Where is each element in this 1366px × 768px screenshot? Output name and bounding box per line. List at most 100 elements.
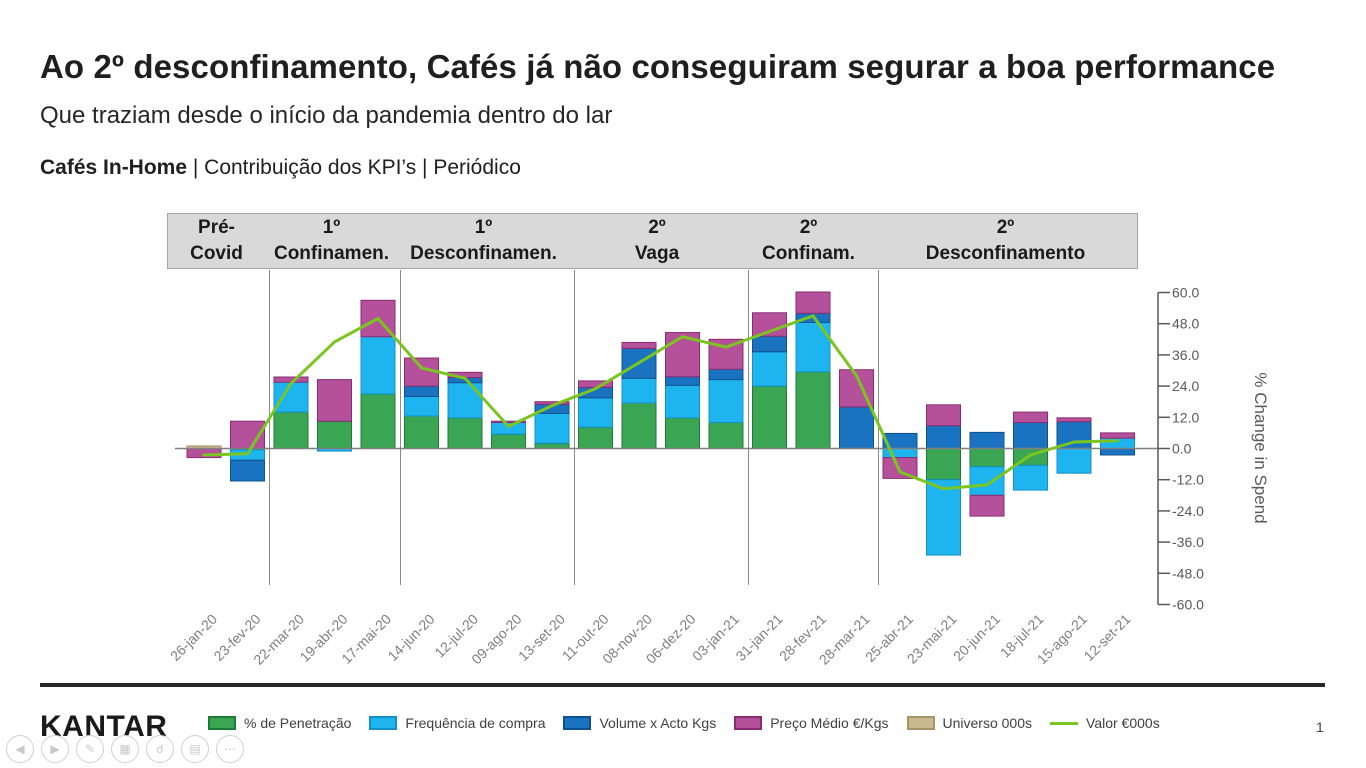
y-axis-tick-label: -24.0 <box>1172 503 1204 519</box>
bar-volume <box>404 385 439 398</box>
legend-swatch-valor <box>1050 721 1079 725</box>
bar-preco <box>317 379 352 422</box>
line-valor-point <box>898 470 902 474</box>
period-2-confinamento: 2º Confinam. <box>744 213 873 269</box>
legend-item-valor: Valor €000s <box>1050 715 1160 731</box>
bar-volume <box>230 459 265 482</box>
line-valor-point <box>1116 439 1119 443</box>
bar-volume <box>839 406 874 449</box>
bar-preco <box>621 341 657 349</box>
y-axis-tick-label: -12.0 <box>1172 472 1204 488</box>
line-valor-point <box>855 374 858 378</box>
line-valor-point <box>420 366 423 370</box>
y-axis-label: % Change in Spend <box>1251 372 1270 523</box>
y-axis-tick-label: 36.0 <box>1172 347 1199 363</box>
bar-volume <box>1100 448 1135 456</box>
x-axis-tick-label: 03-jan-21 <box>689 611 742 664</box>
bar-volume <box>752 335 787 353</box>
chart-legend: % de Penetração Frequência de compra Vol… <box>208 715 1178 731</box>
y-axis-tick-label: -36.0 <box>1172 534 1204 550</box>
bar-volume <box>926 425 961 449</box>
pen-icon[interactable]: ✎ <box>76 735 104 763</box>
period-line2: Covid <box>190 243 243 264</box>
period-line1: 2º <box>648 217 666 238</box>
legend-label: Volume x Acto Kgs <box>599 715 717 731</box>
period-pre-covid: Pré- Covid <box>167 213 266 269</box>
line-valor-point <box>202 453 206 457</box>
more-options-icon[interactable]: ⋯ <box>216 735 244 763</box>
bar-frequencia <box>882 448 918 459</box>
zoom-icon[interactable]: ☌ <box>146 735 174 763</box>
bar-frequencia <box>708 379 744 424</box>
y-axis-tick-label: 60.0 <box>1172 285 1199 301</box>
period-line2: Confinamen. <box>273 243 390 264</box>
bar-preco <box>273 376 309 383</box>
line-valor-point <box>1072 440 1076 444</box>
x-axis-tick-label: 13-set-20 <box>515 611 568 664</box>
line-valor-point <box>985 483 989 487</box>
section-title: Cafés In-Home | Contribuição dos KPI’s |… <box>40 156 521 180</box>
period-1-confinamento: 1º Confinamen. <box>266 213 397 269</box>
y-axis-tick-label: -48.0 <box>1172 565 1204 581</box>
kpi-contribution-chart: 60.0 48.0 36.0 24.0 12.0 0.0 -12.0 -24.0 -36.0 -4… <box>167 270 1270 668</box>
legend-label: Universo 000s <box>942 715 1033 731</box>
bar-preco <box>1100 432 1135 439</box>
period-line2: Desconfinamen. <box>410 243 557 264</box>
y-axis-tick-label: 48.0 <box>1172 316 1199 332</box>
footer-divider <box>40 683 1325 687</box>
y-axis-tick-label: -60.0 <box>1172 597 1204 613</box>
legend-swatch-preco <box>734 716 763 730</box>
slides-grid-icon[interactable]: ▦ <box>111 735 139 763</box>
period-line2: Desconfinamento <box>925 243 1086 264</box>
previous-slide-icon[interactable]: ◀ <box>6 735 34 763</box>
legend-swatch-penetracao <box>208 716 236 730</box>
bar-frequencia <box>360 336 396 395</box>
slideshow-toolbar: ◀ ▶ ✎ ▦ ☌ ▤ ⋯ <box>6 735 244 763</box>
period-line2: Vaga <box>634 243 680 264</box>
legend-item-penetracao: % de Penetração <box>208 715 351 731</box>
bar-penetracao <box>621 402 657 449</box>
bar-preco <box>491 420 526 424</box>
bar-frequencia <box>273 381 309 413</box>
bar-preco <box>882 457 918 479</box>
x-axis-tick-label: 12-set-21 <box>1080 611 1133 664</box>
next-slide-icon[interactable]: ▶ <box>41 735 69 763</box>
bar-frequencia <box>926 479 961 556</box>
bar-frequencia <box>1013 464 1048 491</box>
period-2-desconfinamento: 2º Desconfinamento <box>873 213 1138 269</box>
x-axis-tick-label: 26-jan-20 <box>167 611 220 664</box>
line-valor-point <box>724 345 728 349</box>
line-valor-point <box>550 404 554 408</box>
line-valor-point <box>681 335 684 339</box>
x-axis-tick-label: 14-jun-20 <box>384 611 437 664</box>
line-valor-point <box>507 424 510 428</box>
legend-swatch-frequencia <box>369 716 398 730</box>
bar-penetracao <box>491 433 526 450</box>
slide-subtitle: Que traziam desde o início da pandemia d… <box>40 102 613 129</box>
bar-penetracao <box>534 442 570 449</box>
line-valor-point <box>333 340 336 344</box>
section-title-bold: Cafés In-Home <box>40 156 188 179</box>
page-number: 1 <box>1316 719 1324 735</box>
subtitles-icon[interactable]: ▤ <box>181 735 209 763</box>
bar-frequencia <box>665 384 700 419</box>
bar-volume <box>1013 422 1048 449</box>
bar-penetracao <box>360 393 396 449</box>
period-line1: 1º <box>322 217 341 238</box>
x-axis-tick-label: 20-jun-21 <box>950 611 1003 664</box>
bar-penetracao <box>404 415 439 449</box>
bar-preco <box>1013 411 1048 424</box>
line-valor-point <box>463 376 467 380</box>
legend-swatch-universo <box>906 716 935 730</box>
bar-frequencia <box>578 397 613 428</box>
bar-preco <box>1056 417 1092 423</box>
bar-penetracao <box>926 448 961 481</box>
bar-penetracao <box>795 371 831 449</box>
legend-item-volume: Volume x Acto Kgs <box>563 715 716 731</box>
line-valor-point <box>1029 453 1032 457</box>
bar-frequencia <box>404 396 439 417</box>
period-line2: Confinam. <box>762 243 855 264</box>
line-valor-point <box>942 487 945 491</box>
legend-label: Preço Médio €/Kgs <box>770 715 889 731</box>
bar-penetracao <box>317 420 352 450</box>
